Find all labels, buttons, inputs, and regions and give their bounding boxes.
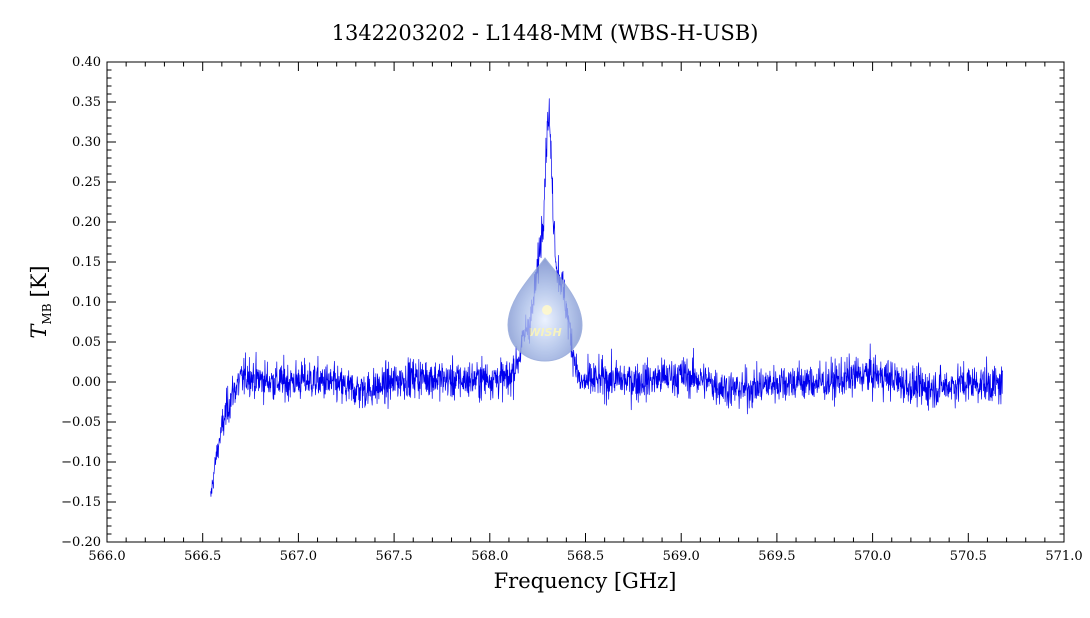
y-tick-label: 0.00 (72, 375, 101, 390)
x-tick-label: 566.5 (184, 549, 221, 564)
y-tick-label: 0.25 (72, 175, 101, 190)
y-axis-label-symbol: T (27, 323, 51, 339)
y-tick-labels: −0.20 −0.15 −0.10 −0.05 0.00 0.05 0.10 0.15 0.20… (61, 55, 101, 550)
x-tick-labels: 566.0 566.5 567.0 567.5 568.0 568.5 569.0 569.5… (88, 549, 1082, 564)
y-tick-label: −0.20 (61, 535, 101, 550)
plot-border (106, 61, 1065, 543)
y-tick-label: 0.30 (72, 135, 101, 150)
y-tick-label: 0.35 (72, 95, 101, 110)
x-tick-label: 567.0 (280, 549, 317, 564)
x-tick-label: 568.5 (567, 549, 604, 564)
x-tick-label: 569.5 (758, 549, 795, 564)
chart-title: 1342203202 - L1448-MM (WBS-H-USB) (332, 21, 759, 45)
y-tick-label: −0.10 (61, 455, 101, 470)
x-tick-label: 568.0 (471, 549, 508, 564)
svg-text:TMB[K]: TMB [K] (27, 265, 54, 338)
y-tick-label: 0.40 (72, 55, 101, 70)
series-spectrum-line (210, 98, 1004, 497)
y-tick-label: 0.20 (72, 215, 101, 230)
axis-ticks (106, 61, 1065, 543)
x-tick-label: 566.0 (88, 549, 125, 564)
wish-logo-text: WISH (528, 326, 561, 339)
y-axis-label: TMB [K] (27, 265, 54, 338)
wish-droplet-logo: WISH (507, 257, 583, 362)
x-tick-label: 569.0 (663, 549, 700, 564)
y-tick-label: 0.10 (72, 295, 101, 310)
x-tick-label: 567.5 (375, 549, 412, 564)
x-axis-label: Frequency [GHz] (494, 569, 677, 593)
plot-frame (106, 61, 1065, 543)
x-tick-label: 570.0 (854, 549, 891, 564)
y-axis-label-unit: [K] (27, 265, 51, 297)
y-tick-label: −0.15 (61, 495, 101, 510)
y-tick-label: 0.15 (72, 255, 101, 270)
y-tick-label: −0.05 (61, 415, 101, 430)
x-tick-label: 570.5 (950, 549, 987, 564)
y-tick-label: 0.05 (72, 335, 101, 350)
y-axis-label-subscript: MB (40, 303, 54, 324)
x-tick-label: 571.0 (1045, 549, 1082, 564)
